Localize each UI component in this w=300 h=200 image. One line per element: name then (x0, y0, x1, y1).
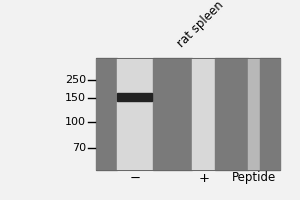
Text: +: + (199, 171, 209, 184)
Bar (96, 58, 117, 170)
Bar (248, 58, 260, 170)
Bar (117, 93, 152, 101)
Text: 70: 70 (72, 143, 86, 153)
Bar (153, 58, 192, 170)
Text: 100: 100 (65, 117, 86, 127)
Text: 250: 250 (65, 75, 86, 85)
Text: rat spleen: rat spleen (175, 0, 227, 50)
Text: 150: 150 (65, 93, 86, 103)
Bar (192, 58, 215, 170)
Text: −: − (129, 171, 141, 184)
Bar (117, 58, 153, 170)
Text: Peptide: Peptide (232, 171, 276, 184)
Bar (215, 58, 248, 170)
Bar (260, 58, 280, 170)
